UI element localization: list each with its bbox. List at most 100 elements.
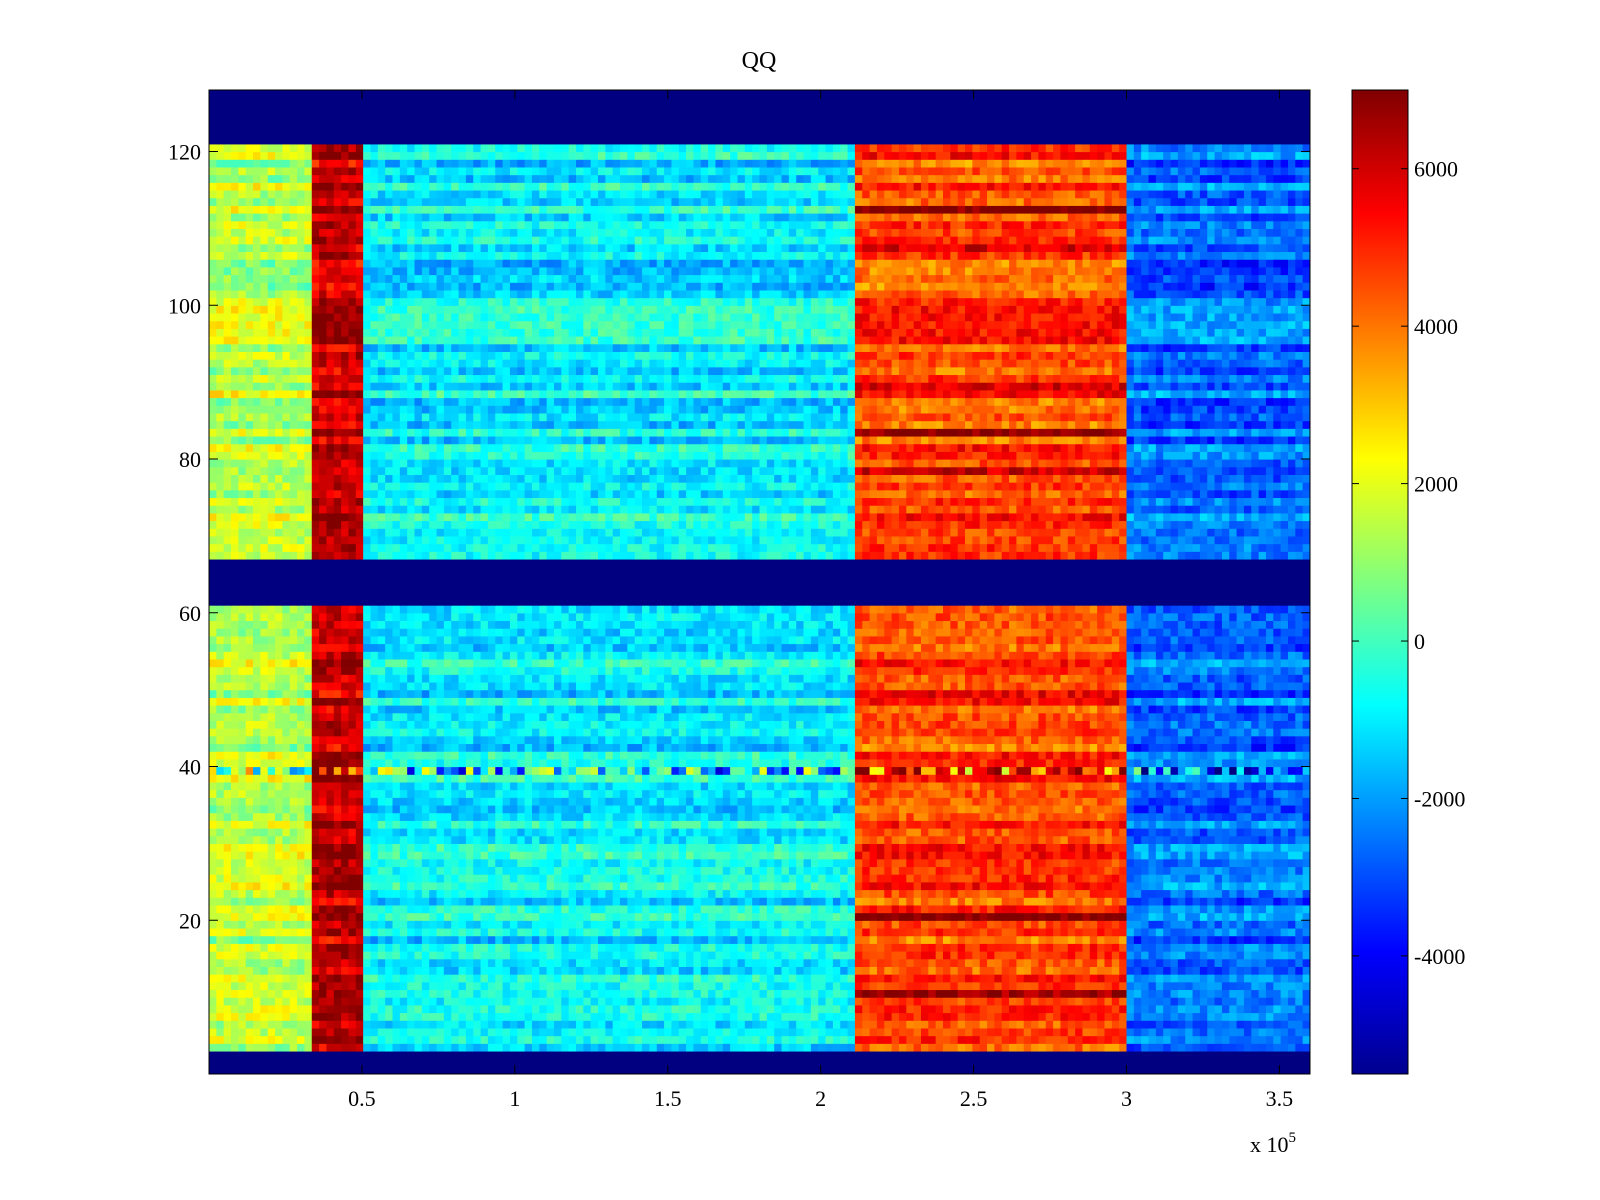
heatmap-cell — [465, 843, 474, 852]
heatmap-cell — [803, 858, 812, 868]
heatmap-cell — [957, 1027, 966, 1037]
heatmap-cell — [832, 951, 841, 960]
heatmap-cell — [245, 828, 254, 837]
heatmap-cell — [671, 828, 680, 837]
heatmap-cell — [803, 1058, 812, 1067]
heatmap-cell — [1023, 935, 1032, 944]
heatmap-cell — [429, 912, 438, 921]
heatmap-cell — [708, 1050, 717, 1060]
heatmap-cell — [1023, 897, 1032, 906]
heatmap-cell — [906, 858, 915, 868]
heatmap-cell — [906, 935, 915, 944]
heatmap-cell — [642, 889, 650, 898]
heatmap-cell — [605, 1058, 614, 1067]
heatmap-cell — [957, 828, 966, 837]
heatmap-cell — [920, 1066, 929, 1074]
heatmap-cell — [253, 851, 261, 860]
heatmap-cell — [561, 920, 570, 929]
heatmap-cell — [656, 897, 665, 906]
heatmap-cell — [377, 920, 386, 929]
heatmap-cell — [1185, 943, 1194, 952]
heatmap-cell — [700, 958, 709, 967]
heatmap-cell — [568, 1012, 577, 1021]
heatmap-cell — [355, 974, 364, 983]
heatmap-cell — [1060, 835, 1069, 844]
heatmap-cell — [407, 997, 416, 1006]
heatmap-cell — [568, 966, 577, 975]
heatmap-cell — [752, 1012, 761, 1021]
heatmap-cell — [722, 843, 731, 852]
heatmap-cell — [458, 897, 467, 906]
heatmap-cell — [715, 927, 724, 937]
heatmap-cell — [223, 1066, 232, 1074]
heatmap-cell — [443, 1050, 452, 1060]
heatmap-cell — [238, 835, 247, 844]
heatmap-cell — [752, 1066, 761, 1074]
heatmap-cell — [854, 881, 863, 891]
heatmap-cell — [407, 897, 416, 906]
heatmap-cell — [796, 912, 805, 921]
heatmap-cell — [693, 843, 702, 852]
heatmap-cell — [1104, 951, 1113, 960]
heatmap-cell — [1126, 881, 1135, 891]
heatmap-cell — [1280, 912, 1289, 921]
heatmap-cell — [282, 1004, 291, 1014]
heatmap-cell — [693, 966, 702, 975]
heatmap-cell — [1207, 943, 1216, 952]
heatmap-cell — [377, 989, 386, 998]
heatmap-cell — [480, 1035, 489, 1044]
heatmap-cell — [216, 974, 225, 983]
heatmap-cell — [568, 912, 577, 921]
heatmap-cell — [1236, 1012, 1245, 1021]
heatmap-cell — [473, 1020, 482, 1029]
heatmap-cell — [686, 966, 695, 975]
heatmap-cell — [1192, 935, 1201, 944]
heatmap-cell — [576, 1027, 584, 1037]
heatmap-cell — [744, 897, 753, 906]
heatmap-cell — [539, 912, 548, 921]
heatmap-cell — [275, 866, 283, 875]
heatmap-cell — [1133, 843, 1142, 852]
heatmap-cell — [245, 858, 254, 868]
heatmap-cell — [620, 904, 628, 914]
heatmap-cell — [1082, 835, 1091, 844]
heatmap-cell — [1126, 920, 1135, 929]
heatmap-cell — [796, 1012, 805, 1021]
heatmap-cell — [414, 835, 423, 844]
heatmap-cell — [1126, 943, 1135, 952]
heatmap-cell — [1295, 889, 1304, 898]
heatmap-cell — [796, 1020, 805, 1029]
heatmap-cell — [282, 1027, 291, 1037]
heatmap-cell — [686, 1020, 695, 1029]
heatmap-cell — [678, 851, 687, 860]
heatmap-cell — [1295, 835, 1304, 844]
heatmap-cell — [737, 966, 746, 975]
heatmap-cell — [1045, 866, 1054, 875]
heatmap-cell — [590, 1043, 599, 1052]
heatmap-cell — [1126, 1004, 1135, 1014]
heatmap-cell — [1185, 912, 1194, 921]
heatmap-cell — [509, 1066, 518, 1074]
heatmap-cell — [487, 943, 496, 952]
heatmap-cell — [1236, 897, 1245, 906]
heatmap-cell — [1001, 1058, 1010, 1067]
heatmap-cell — [649, 843, 658, 852]
heatmap-cell — [759, 935, 768, 944]
heatmap-cell — [209, 989, 217, 998]
heatmap-cell — [238, 820, 247, 829]
heatmap-cell — [605, 927, 614, 937]
heatmap-cell — [1067, 920, 1076, 929]
heatmap-cell — [429, 812, 438, 821]
heatmap-cell — [289, 1027, 298, 1037]
heatmap-cell — [612, 997, 621, 1006]
heatmap-cell — [818, 935, 827, 944]
heatmap-cell — [766, 1058, 775, 1067]
heatmap-cell — [1185, 904, 1194, 914]
heatmap-cell — [598, 912, 606, 921]
heatmap-cell — [810, 1004, 819, 1014]
heatmap-cell — [311, 1004, 320, 1014]
heatmap-cell — [348, 958, 357, 967]
heatmap-cell — [847, 1012, 856, 1021]
heatmap-cell — [700, 1012, 709, 1021]
heatmap-cell — [920, 981, 929, 991]
